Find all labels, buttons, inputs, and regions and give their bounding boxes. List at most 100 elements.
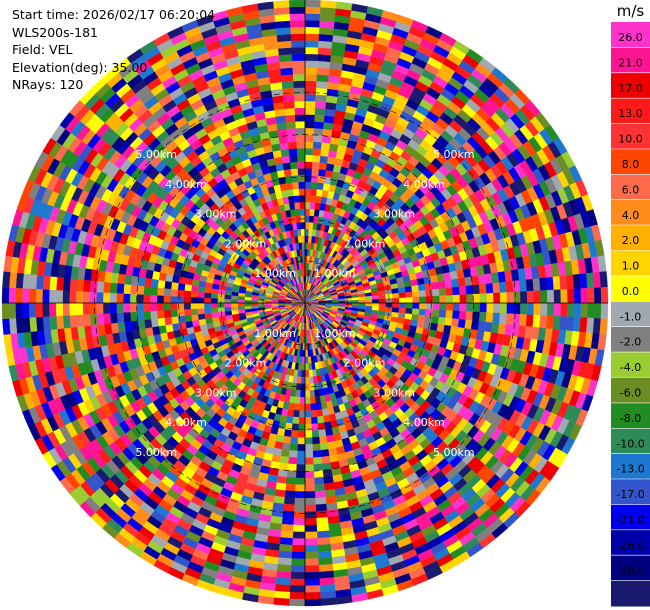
velocity-gate [513,291,521,304]
velocity-gate [136,294,144,304]
velocity-gate [439,295,447,304]
velocity-gate [224,302,232,308]
velocity-gate [304,181,312,189]
velocity-gate [143,294,151,304]
velocity-gate [298,410,306,418]
velocity-gate [178,321,187,330]
velocity-gate [280,530,294,539]
velocity-gate [317,175,326,184]
velocity-gate [301,356,306,364]
velocity-gate [156,310,165,319]
velocity-gate [465,311,474,321]
velocity-gate [307,349,311,357]
velocity-gate [479,302,487,313]
velocity-gate [309,396,316,405]
velocity-gate [316,409,324,418]
velocity-gate [320,148,330,157]
velocity-gate [459,302,467,312]
velocity-gate [444,317,453,327]
velocity-gate [472,293,481,304]
velocity-gate [560,302,568,317]
velocity-gate [304,67,318,75]
velocity-gate [291,544,306,553]
velocity-gate [587,302,595,319]
velocity-gate [49,315,58,330]
velocity-gate [304,147,314,156]
velocity-gate [317,550,332,559]
velocity-gate [572,273,581,290]
velocity-gate [310,188,318,197]
velocity-gate [372,298,380,304]
velocity-gate [164,280,173,290]
velocity-gate [315,510,328,519]
velocity-gate [163,295,171,304]
velocity-gate [289,591,306,600]
velocity-gate [250,302,259,306]
velocity-gate [190,296,198,304]
velocity-gate [109,312,118,324]
velocity-gate [592,271,602,289]
velocity-gate [485,312,494,323]
velocity-gate [438,288,447,297]
velocity-gate [318,33,334,43]
velocity-gate [505,281,514,293]
velocity-gate [42,316,51,331]
velocity-gate [321,462,332,471]
velocity-gate [210,297,218,304]
velocity-gate [304,168,313,176]
velocity-gate [539,277,548,291]
velocity-gate [69,302,77,316]
velocity-gate [308,376,314,384]
velocity-gate [320,0,337,9]
velocity-gate [311,423,319,431]
velocity-gate [304,127,315,136]
velocity-gate [290,565,306,573]
velocity-gate [316,530,330,539]
velocity-gate [304,87,317,95]
velocity-gate [365,299,373,304]
velocity-gate [297,430,306,438]
velocity-gate [8,317,18,335]
velocity-gate [293,511,306,519]
velocity-gate [284,422,293,431]
velocity-gate [323,421,332,430]
velocity-gate [304,511,317,519]
velocity-gate [567,288,575,304]
velocity-gate [143,285,152,296]
velocity-gate [525,278,534,292]
velocity-gate [492,312,501,324]
velocity-gate [237,302,245,307]
velocity-gate [519,279,528,292]
velocity-gate [280,449,290,458]
velocity-gate [472,311,480,322]
velocity-gate [176,296,185,304]
velocity-gate [299,396,306,405]
velocity-gate [318,40,333,49]
velocity-gate [123,283,132,294]
velocity-gate [478,283,487,294]
velocity-gate [170,288,178,297]
velocity-gate [398,307,407,314]
velocity-gate [170,281,179,290]
velocity-gate [292,531,306,539]
velocity-gate [600,302,609,320]
velocity-gate [315,402,323,411]
velocity-gate [42,275,51,290]
velocity-gate [197,297,205,304]
velocity-gate [317,422,326,431]
velocity-gate [405,291,413,298]
velocity-sectors [1,0,609,607]
velocity-gate [282,435,292,444]
velocity-gate [304,578,320,586]
velocity-gate [274,584,291,593]
velocity-gate [304,46,319,55]
velocity-gate [296,457,306,465]
velocity-gate [8,302,17,319]
velocity-gate [287,463,297,472]
velocity-gate [513,302,521,315]
velocity-gate [319,6,337,16]
velocity-gate [304,538,318,546]
velocity-gate [304,121,315,129]
velocity-gate [477,321,486,332]
